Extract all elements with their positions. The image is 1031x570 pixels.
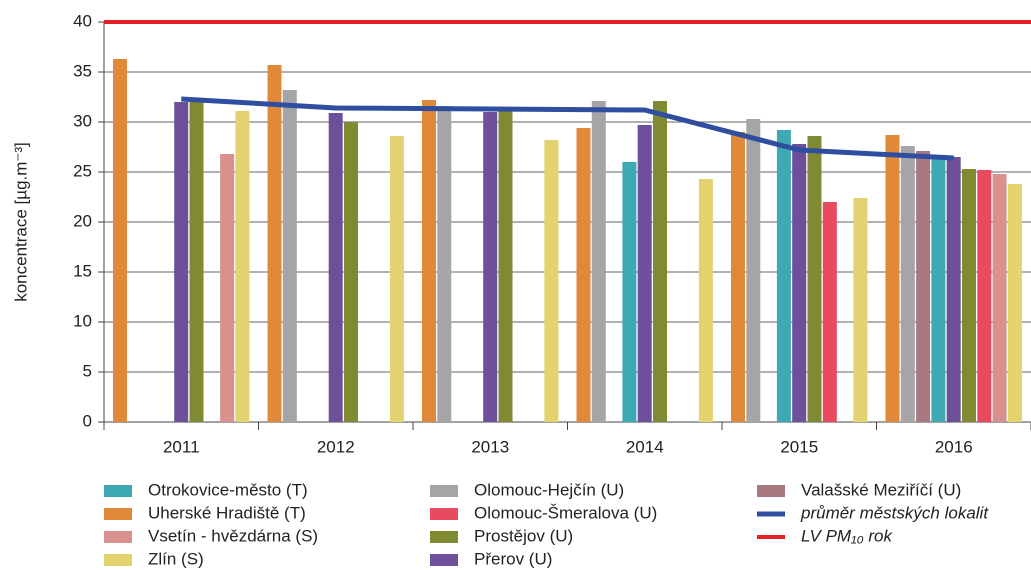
y-tick-label: 30 [73,111,92,130]
legend-swatch [430,485,458,497]
bar [900,146,915,422]
bar [113,59,127,422]
bar [591,101,606,422]
legend-swatch [104,508,132,520]
average-line [181,96,954,161]
bar [731,132,745,422]
bar [328,113,343,422]
legend-label: Olomouc-Hejčín (U) [474,480,624,499]
bar [422,100,436,422]
legend-label: Valašské Meziříčí (U) [801,480,961,499]
bar [885,135,900,422]
bar [498,110,513,422]
bar [822,202,837,422]
legend-label: Přerov (U) [474,549,552,568]
legend-label: Otrokovice-město (T) [148,480,308,499]
legend-swatch [104,485,132,497]
legend-label: průměr městských lokalit [800,503,989,522]
bar [746,119,761,422]
bar [389,136,404,422]
y-tick-label: 15 [73,261,92,280]
bar [931,159,946,422]
bar [637,125,652,422]
bar [792,144,807,422]
legend-label: LV PM₁₀ rok [801,526,893,545]
bar [544,140,559,422]
legend-label: Zlín (S) [148,549,204,568]
bar [437,106,452,422]
bar [483,112,498,422]
bar [282,90,297,422]
bar [267,65,282,422]
bar [235,111,250,422]
bar [776,130,791,422]
x-tick-label: 2013 [471,437,509,456]
bar [344,122,358,422]
bar [220,154,235,422]
y-tick-label: 25 [73,161,92,180]
bar [992,174,1007,422]
x-tick-label: 2011 [163,437,200,456]
y-tick-label: 40 [73,11,92,30]
bar [946,157,961,422]
bar [807,136,822,422]
legend-swatch [430,508,458,520]
y-axis-label: koncentrace [µg.m⁻³] [11,142,30,302]
legend-label: Uherské Hradiště (T) [148,503,306,522]
y-tick-label: 10 [73,311,92,330]
bar [622,162,637,422]
legend-swatch [104,554,132,566]
x-tick-label: 2015 [780,437,818,456]
bar [174,102,189,422]
x-tick-label: 2012 [317,437,355,456]
y-tick-label: 5 [83,361,92,380]
x-tick-label: 2016 [935,437,973,456]
y-tick-label: 20 [73,211,92,230]
bar [853,198,868,422]
bar [653,101,667,422]
legend-label: Vsetín - hvězdárna (S) [148,526,318,545]
legend-label: Prostějov (U) [474,526,573,545]
bar [1007,184,1022,422]
bar [962,169,976,422]
legend-swatch [757,485,785,497]
bar [916,151,931,422]
bar [576,128,591,422]
legend-label: Olomouc-Šmeralova (U) [474,503,657,522]
legend-swatch [430,554,458,566]
legend-swatch [104,531,132,543]
x-tick-label: 2014 [626,437,664,456]
bar [698,179,713,422]
y-tick-label: 0 [83,411,92,430]
bar [189,102,204,422]
bar [977,170,992,422]
legend-swatch [430,531,458,543]
y-tick-label: 35 [73,61,92,80]
